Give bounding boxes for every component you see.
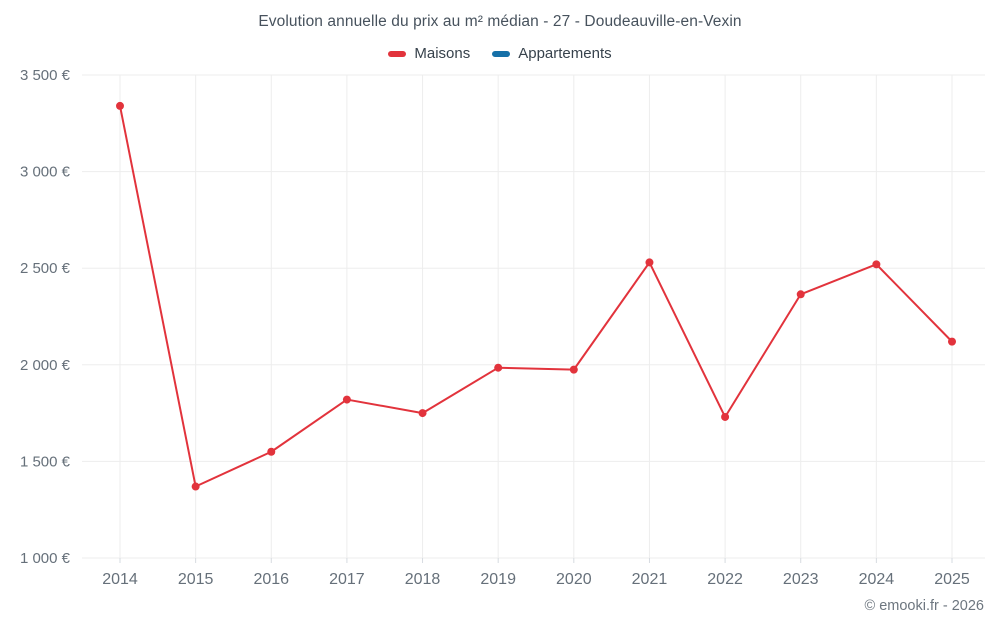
data-point-maisons [872, 260, 881, 269]
data-point-maisons [191, 482, 200, 491]
legend-item-appartements[interactable]: Appartements [492, 45, 612, 62]
copyright: © emooki.fr - 2026 [864, 598, 984, 614]
x-axis-label: 2023 [783, 571, 819, 588]
legend-swatch [388, 50, 407, 57]
x-axis-label: 2014 [102, 571, 138, 588]
data-point-maisons [721, 412, 730, 421]
legend-label: Maisons [414, 45, 471, 62]
chart-legend: Maisons Appartements [0, 45, 1000, 62]
x-axis-label: 2022 [707, 571, 743, 588]
y-axis-label: 2 000 € [20, 357, 71, 374]
x-axis-label: 2025 [934, 571, 970, 588]
data-point-maisons [796, 290, 805, 299]
y-axis-label: 1 000 € [20, 550, 71, 567]
y-axis-label: 1 500 € [20, 453, 71, 470]
x-axis-label: 2020 [556, 571, 592, 588]
legend-swatch [492, 50, 511, 57]
data-point-maisons [267, 447, 276, 456]
data-point-maisons [645, 258, 654, 267]
x-axis-label: 2015 [178, 571, 214, 588]
data-point-maisons [494, 363, 503, 372]
y-axis-label: 3 000 € [20, 164, 71, 181]
x-axis-label: 2021 [632, 571, 668, 588]
legend-label: Appartements [518, 45, 612, 62]
y-axis-label: 3 500 € [20, 67, 71, 84]
x-axis-label: 2017 [329, 571, 365, 588]
chart-title: Evolution annuelle du prix au m² médian … [258, 13, 742, 30]
data-point-maisons [948, 337, 956, 346]
data-point-maisons [418, 409, 427, 418]
data-point-maisons [342, 395, 351, 404]
data-point-maisons [569, 365, 578, 374]
legend-item-maisons[interactable]: Maisons [388, 45, 470, 62]
data-point-maisons [116, 101, 124, 110]
y-axis-label: 2 500 € [20, 260, 71, 277]
x-axis-label: 2018 [405, 571, 441, 588]
x-axis-label: 2016 [253, 571, 289, 588]
series-line-maisons [119, 104, 953, 488]
x-axis-label: 2019 [480, 571, 516, 588]
x-axis-label: 2024 [859, 571, 895, 588]
